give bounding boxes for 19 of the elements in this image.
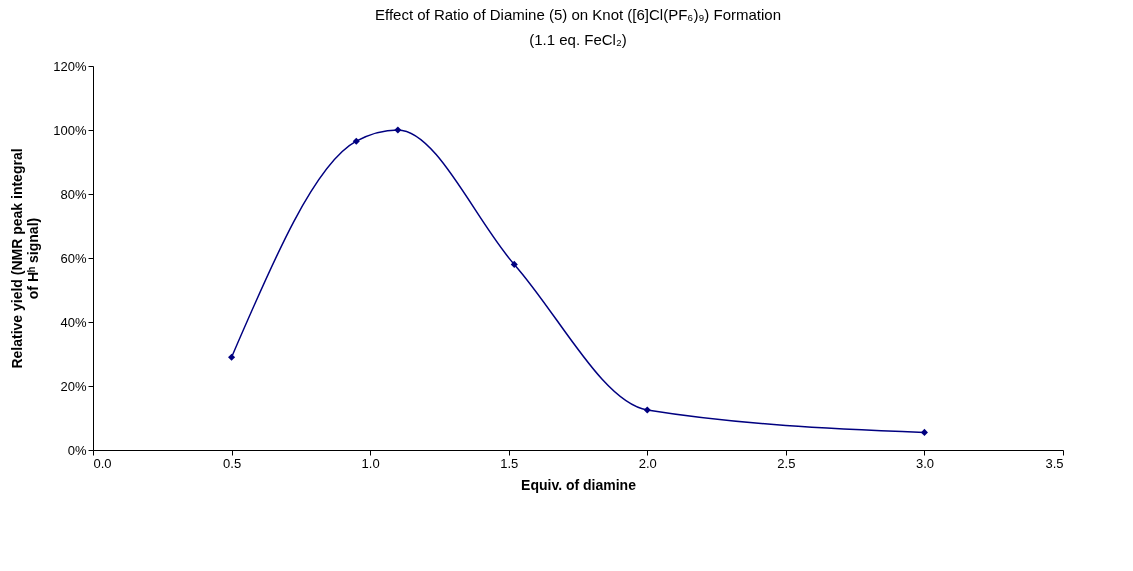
y-tick-label: 40% (60, 314, 87, 330)
chart-subtitle: (1.1 eq. FeCl₂) (529, 31, 627, 48)
x-tick-label: 0.0 (93, 455, 112, 471)
y-tick-label: 20% (60, 378, 87, 394)
y-tick-label: 80% (60, 186, 87, 202)
y-tick-label: 0% (67, 442, 87, 458)
chart-title: Effect of Ratio of Diamine (5) on Knot ([6]Cl(PF₆)₉) Formation (374, 6, 782, 23)
x-axis-title: Equiv. of diamine (521, 476, 637, 493)
y-tick-label: 60% (60, 250, 87, 266)
y-axis-title: Relative yield (NMR peak integral of Hʰ signal) (9, 148, 42, 369)
y-tick-label: 100% (53, 122, 87, 138)
y-tick-label: 120% (53, 58, 87, 74)
x-tick-label: 3.0 (915, 455, 934, 471)
x-tick-label: 2.5 (777, 455, 796, 471)
x-tick-label: 2.0 (638, 455, 657, 471)
x-tick-label: 1.5 (500, 455, 519, 471)
x-tick-label: 0.5 (223, 455, 242, 471)
x-tick-label: 3.5 (1045, 455, 1064, 471)
x-tick-label: 1.0 (361, 455, 380, 471)
